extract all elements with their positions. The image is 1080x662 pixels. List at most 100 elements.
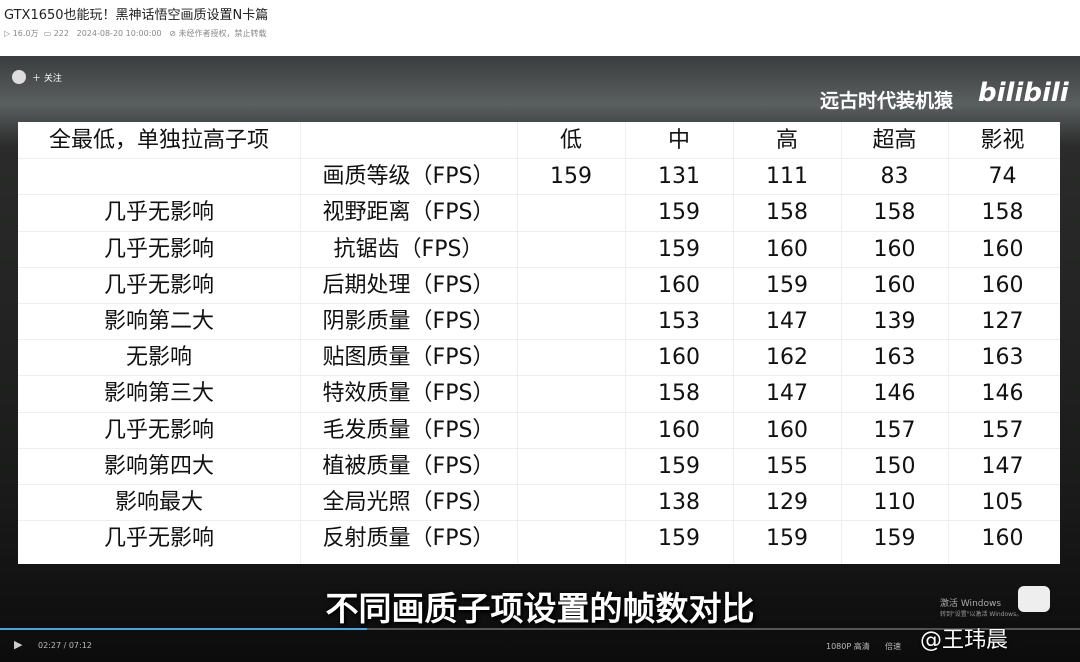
comments: 222 xyxy=(53,29,69,38)
fps-value: 127 xyxy=(981,309,1024,334)
column-header: 超高 xyxy=(872,128,917,153)
fps-value: 160 xyxy=(873,236,916,262)
impact-label: 影响最大 xyxy=(114,490,203,515)
impact-label: 几乎无影响 xyxy=(103,272,214,298)
column-header: 中 xyxy=(667,128,690,153)
date: 2024-08-20 10:00:00 xyxy=(76,29,162,38)
fps-value: 160 xyxy=(981,526,1024,552)
fps-value: 147 xyxy=(981,453,1024,479)
fps-value: 160 xyxy=(658,417,700,443)
activate-hint: 转到"设置"以激活 Windows。 xyxy=(940,611,1023,618)
follow-button[interactable]: ＋ 关注 xyxy=(32,74,62,84)
impact-label: 几乎无影响 xyxy=(103,526,214,552)
fps-value: 163 xyxy=(873,345,916,371)
column-header: 高 xyxy=(775,128,798,153)
fps-value: 159 xyxy=(766,526,808,552)
fps-value: 150 xyxy=(873,453,916,479)
play-button[interactable]: ▶ xyxy=(14,638,23,651)
grid-line xyxy=(18,303,1060,304)
post-meta: ▷ 16.0万 ▭ 222 2024-08-20 10:00:00 ⊘ 未经作者… xyxy=(4,29,267,38)
progress-track[interactable] xyxy=(0,628,1080,630)
column-header: 影视 xyxy=(980,128,1025,153)
fps-value: 160 xyxy=(658,345,700,371)
fps-value: 160 xyxy=(873,272,916,298)
fps-value: 160 xyxy=(766,236,808,262)
fps-value: 146 xyxy=(981,381,1024,407)
setting-label: 植被质量（FPS） xyxy=(322,453,495,479)
fps-value: 110 xyxy=(873,490,916,515)
setting-label: 贴图质量（FPS） xyxy=(322,345,495,371)
setting-label: 画质等级（FPS） xyxy=(322,164,495,190)
fps-value: 129 xyxy=(766,490,808,515)
fps-value: 159 xyxy=(550,164,592,190)
grid-line xyxy=(18,375,1060,377)
fps-value: 162 xyxy=(766,345,808,371)
quality[interactable]: 1080P 高清 xyxy=(826,642,870,651)
impact-label: 影响第四大 xyxy=(103,453,214,479)
fps-value: 160 xyxy=(658,272,700,298)
fps-value: 158 xyxy=(766,200,808,226)
fps-value: 163 xyxy=(981,345,1024,371)
time: 02:27 / 07:12 xyxy=(38,641,92,650)
fps-value: 160 xyxy=(766,417,808,443)
notice: 未经作者授权，禁止转载 xyxy=(178,29,267,38)
fps-value: 155 xyxy=(766,453,808,479)
fps-value: 83 xyxy=(880,164,909,190)
setting-label: 全局光照（FPS） xyxy=(322,490,495,515)
grid-line xyxy=(517,122,518,564)
impact-label: 无影响 xyxy=(125,345,192,371)
fps-value: 159 xyxy=(873,526,916,552)
grid-line xyxy=(18,266,1060,268)
fps-value: 159 xyxy=(658,236,700,262)
fps-value: 74 xyxy=(988,164,1017,190)
corner-header: 全最低，单独拉高子项 xyxy=(48,128,269,153)
setting-label: 后期处理（FPS） xyxy=(322,272,495,298)
impact-label: 几乎无影响 xyxy=(103,417,214,443)
grid-line xyxy=(18,230,1060,232)
grid-line xyxy=(18,411,1060,413)
channel-name: 远古时代装机猿 xyxy=(820,90,954,112)
speed[interactable]: 倍速 xyxy=(885,642,901,651)
fps-value: 153 xyxy=(658,309,700,334)
fps-value: 138 xyxy=(658,490,700,515)
avatar[interactable] xyxy=(12,70,26,84)
progress-fill xyxy=(0,628,368,630)
setting-label: 抗锯齿（FPS） xyxy=(333,236,484,262)
grid-line xyxy=(18,484,1060,485)
activate-windows: 激活 Windows xyxy=(940,599,1002,609)
fps-value: 158 xyxy=(658,381,700,407)
impact-label: 影响第三大 xyxy=(103,381,214,407)
tv-icon xyxy=(1018,586,1050,612)
fps-value: 159 xyxy=(658,200,700,226)
grid-line xyxy=(625,122,626,564)
fps-value: 157 xyxy=(873,417,916,443)
setting-label: 特效质量（FPS） xyxy=(322,381,495,407)
grid-line xyxy=(18,520,1060,522)
follow-text: 关注 xyxy=(43,74,62,84)
views: 16.0万 xyxy=(12,29,39,38)
fps-value: 159 xyxy=(658,526,700,552)
impact-label: 影响第二大 xyxy=(103,309,214,334)
fps-value: 139 xyxy=(873,309,916,334)
fps-value: 111 xyxy=(766,164,808,190)
fps-value: 147 xyxy=(766,381,808,407)
fps-value: 160 xyxy=(981,236,1024,262)
grid-line xyxy=(948,122,949,564)
impact-label: 几乎无影响 xyxy=(103,236,214,262)
post-title: GTX1650也能玩！黑神话悟空画质设置N卡篇 xyxy=(4,8,269,23)
setting-label: 视野距离（FPS） xyxy=(322,200,495,226)
fps-value: 131 xyxy=(658,164,700,190)
grid-line xyxy=(18,158,1060,160)
fps-value: 157 xyxy=(981,417,1024,443)
grid-line xyxy=(841,122,842,564)
grid-line xyxy=(733,122,734,564)
fps-value: 159 xyxy=(766,272,808,298)
setting-label: 毛发质量（FPS） xyxy=(322,417,495,443)
grid-line xyxy=(18,339,1060,341)
fps-value: 160 xyxy=(981,272,1024,298)
setting-label: 阴影质量（FPS） xyxy=(322,309,495,334)
fps-value: 105 xyxy=(981,490,1024,515)
setting-label: 反射质量（FPS） xyxy=(322,526,495,552)
grid-line xyxy=(18,194,1060,196)
